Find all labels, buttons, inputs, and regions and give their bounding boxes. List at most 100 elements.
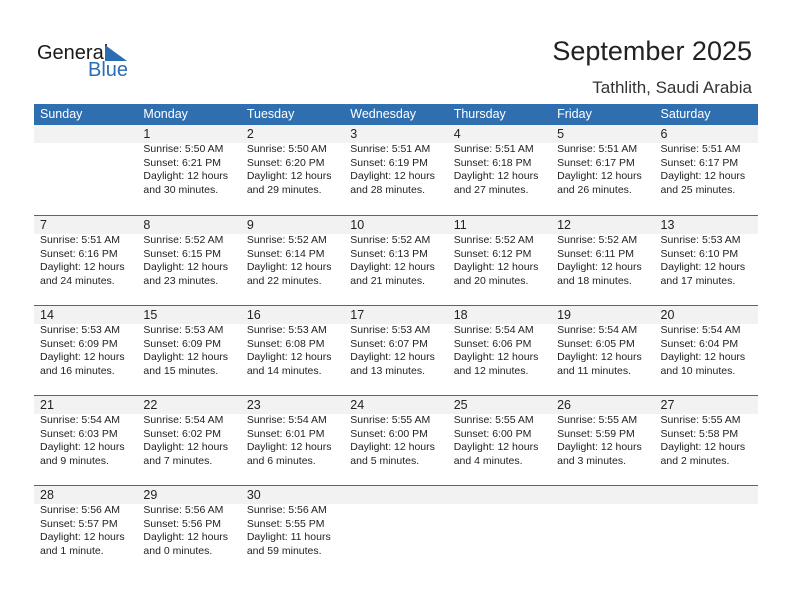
daylight-text: Daylight: 12 hours [143, 531, 229, 543]
week-row: 21 Sunrise: 5:54 AM Sunset: 6:03 PM Dayligh… [34, 395, 758, 485]
daylight-text: Daylight: 12 hours [350, 351, 435, 363]
sunset-text: Sunset: 6:15 PM [143, 247, 222, 260]
sunrise-text: Sunrise: 5:55 AM [557, 414, 638, 426]
daylight-text: Daylight: 12 hours [557, 441, 642, 453]
sunrise-text: Sunrise: 5:50 AM [143, 143, 224, 155]
daylight-text: and 14 minutes. [246, 364, 322, 377]
sunset-text: Sunset: 6:18 PM [453, 156, 532, 169]
page-title: September 2025 [552, 36, 752, 66]
daylight-text: and 9 minutes. [40, 454, 109, 467]
sunset-text: Sunset: 6:21 PM [143, 156, 222, 169]
sunrise-text: Sunrise: 5:55 AM [660, 414, 741, 426]
week-cells: 7 Sunrise: 5:51 AM Sunset: 6:16 PM Daylight… [34, 216, 758, 288]
day-number-band [34, 486, 758, 504]
sunset-text: Sunset: 6:09 PM [40, 337, 118, 350]
daylight-text: and 29 minutes. [246, 183, 322, 196]
day-cell: 8 Sunrise: 5:52 AM Sunset: 6:15 PM Daylight… [137, 216, 240, 288]
day-number: 10 [350, 218, 365, 232]
day-cell: 21 Sunrise: 5:54 AM Sunset: 6:03 PM Dayligh… [34, 396, 137, 468]
sunrise-text: Sunrise: 5:51 AM [350, 143, 431, 155]
sunset-text: Sunset: 6:14 PM [246, 247, 325, 260]
week-row: 7 Sunrise: 5:51 AM Sunset: 6:16 PM Daylight… [34, 215, 758, 305]
day-cell: 5 Sunrise: 5:51 AM Sunset: 6:17 PM Daylight… [551, 125, 654, 197]
daylight-text: Daylight: 12 hours [40, 351, 125, 363]
daylight-text: Daylight: 12 hours [40, 441, 125, 453]
day-number: 13 [660, 218, 675, 232]
sunset-text: Sunset: 6:13 PM [350, 247, 428, 260]
daylight-text: and 5 minutes. [350, 454, 420, 467]
weekday-sunday: Sunday [40, 107, 83, 121]
daylight-text: and 16 minutes. [40, 364, 115, 377]
empty-cell [34, 125, 137, 197]
daylight-text: and 27 minutes. [453, 183, 529, 196]
day-number: 27 [660, 398, 675, 412]
daylight-text: Daylight: 11 hours [246, 531, 331, 543]
day-number-band [34, 125, 758, 143]
day-cell: 10 Sunrise: 5:52 AM Sunset: 6:13 PM Dayligh… [344, 216, 447, 288]
daylight-text: and 24 minutes. [40, 274, 115, 287]
weekday-wednesday: Wednesday [350, 107, 417, 121]
day-cell: 20 Sunrise: 5:54 AM Sunset: 6:04 PM Dayligh… [655, 306, 758, 378]
day-cell: 24 Sunrise: 5:55 AM Sunset: 6:00 PM Dayligh… [344, 396, 447, 468]
day-cell: 3 Sunrise: 5:51 AM Sunset: 6:19 PM Daylight… [344, 125, 447, 197]
day-cell: 25 Sunrise: 5:55 AM Sunset: 6:00 PM Dayligh… [448, 396, 551, 468]
day-number-band [34, 396, 758, 414]
day-number: 1 [143, 127, 151, 141]
sunrise-text: Sunrise: 5:56 AM [40, 504, 120, 516]
sunset-text: Sunset: 5:58 PM [660, 427, 739, 440]
daylight-text: Daylight: 12 hours [557, 261, 642, 273]
day-number: 23 [246, 398, 261, 412]
week-row: 28 Sunrise: 5:56 AM Sunset: 5:57 PM Dayligh… [34, 485, 758, 575]
day-number: 20 [660, 308, 675, 322]
day-cell: 7 Sunrise: 5:51 AM Sunset: 6:16 PM Daylight… [34, 216, 137, 288]
daylight-text: and 23 minutes. [143, 274, 219, 287]
weekday-header: Sunday Monday Tuesday Wednesday Thursday Frid… [34, 104, 758, 125]
sunrise-text: Sunrise: 5:52 AM [246, 234, 327, 246]
sunrise-text: Sunrise: 5:50 AM [246, 143, 327, 155]
day-number: 9 [246, 218, 254, 232]
sunset-text: Sunset: 6:19 PM [350, 156, 428, 169]
day-number: 26 [557, 398, 572, 412]
sunset-text: Sunset: 6:17 PM [660, 156, 739, 169]
day-cell: 17 Sunrise: 5:53 AM Sunset: 6:07 PM Dayligh… [344, 306, 447, 378]
empty-cell [448, 486, 551, 558]
sunset-text: Sunset: 5:56 PM [143, 517, 222, 530]
daylight-text: and 13 minutes. [350, 364, 425, 377]
daylight-text: Daylight: 12 hours [350, 441, 435, 453]
day-number-band [34, 216, 758, 234]
sunrise-text: Sunrise: 5:54 AM [453, 324, 534, 336]
daylight-text: Daylight: 12 hours [246, 441, 332, 453]
daylight-text: Daylight: 12 hours [660, 261, 746, 273]
weekday-tuesday: Tuesday [246, 107, 295, 121]
daylight-text: and 10 minutes. [660, 364, 736, 377]
day-cell: 26 Sunrise: 5:55 AM Sunset: 5:59 PM Dayligh… [551, 396, 654, 468]
daylight-text: and 30 minutes. [143, 183, 219, 196]
sunrise-text: Sunrise: 5:53 AM [143, 324, 224, 336]
day-cell: 16 Sunrise: 5:53 AM Sunset: 6:08 PM Dayligh… [241, 306, 344, 378]
logo-text-general: General [37, 42, 109, 64]
week-row: 1 Sunrise: 5:50 AM Sunset: 6:21 PM Daylight… [34, 125, 758, 215]
day-cell: 15 Sunrise: 5:53 AM Sunset: 6:09 PM Dayligh… [137, 306, 240, 378]
daylight-text: and 4 minutes. [453, 454, 523, 467]
sunrise-text: Sunrise: 5:52 AM [557, 234, 638, 246]
weekday-friday: Friday [557, 107, 592, 121]
daylight-text: Daylight: 12 hours [143, 170, 229, 182]
daylight-text: Daylight: 12 hours [453, 170, 539, 182]
daylight-text: Daylight: 12 hours [143, 351, 229, 363]
day-number: 16 [246, 308, 261, 322]
day-cell: 22 Sunrise: 5:54 AM Sunset: 6:02 PM Dayligh… [137, 396, 240, 468]
daylight-text: and 11 minutes. [557, 364, 632, 377]
day-number: 11 [453, 218, 467, 232]
logo: General Blue [37, 42, 137, 82]
daylight-text: Daylight: 12 hours [40, 261, 125, 273]
sunrise-text: Sunrise: 5:56 AM [246, 504, 327, 516]
empty-cell [655, 486, 758, 558]
daylight-text: and 21 minutes. [350, 274, 425, 287]
daylight-text: Daylight: 12 hours [660, 441, 746, 453]
day-number: 29 [143, 488, 158, 502]
daylight-text: Daylight: 12 hours [246, 351, 332, 363]
day-cell: 6 Sunrise: 5:51 AM Sunset: 6:17 PM Daylight… [655, 125, 758, 197]
sunset-text: Sunset: 6:11 PM [557, 247, 634, 260]
sunrise-text: Sunrise: 5:53 AM [660, 234, 741, 246]
sunset-text: Sunset: 6:01 PM [246, 427, 325, 440]
